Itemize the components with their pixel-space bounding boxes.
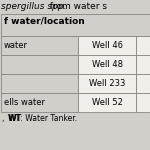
Bar (136, 93, 150, 112)
Bar (136, 55, 150, 74)
Bar (78, 74, 136, 93)
Bar (1, 14, 150, 36)
Text: ells water: ells water (4, 98, 45, 107)
Text: WT: WT (8, 114, 22, 123)
Text: Well 52: Well 52 (92, 98, 122, 107)
Bar (78, 93, 136, 112)
Text: Well 48: Well 48 (92, 60, 123, 69)
Bar (1, 55, 78, 74)
Bar (136, 74, 150, 93)
Bar (78, 55, 136, 74)
Text: f water/location: f water/location (4, 17, 85, 26)
Text: ,  WT: Water Tanker.: , WT: Water Tanker. (2, 114, 77, 123)
Bar (78, 36, 136, 55)
Text: Well 46: Well 46 (92, 41, 123, 50)
Text: Well 233: Well 233 (89, 79, 125, 88)
Bar (1, 36, 78, 55)
Bar (1, 74, 78, 93)
Text: water: water (4, 41, 28, 50)
Bar (1, 93, 78, 112)
Bar (136, 36, 150, 55)
Text: from water s: from water s (44, 2, 107, 11)
Text: spergillus spp.: spergillus spp. (1, 2, 66, 11)
